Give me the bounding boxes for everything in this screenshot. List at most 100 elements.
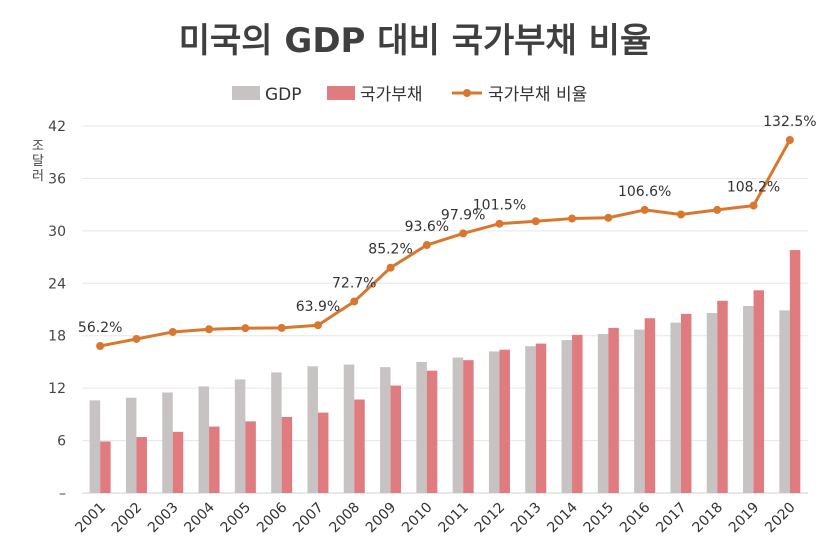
ratio-data-label: 108.2% (727, 180, 780, 196)
legend: GDP 국가부채 국가부채 비율 (232, 85, 587, 105)
ratio-point (132, 334, 141, 343)
gdp-bar (452, 357, 464, 493)
ratio-point (205, 325, 214, 334)
debt-bar (572, 334, 583, 493)
ratio-point (277, 323, 286, 332)
debt-bar (354, 399, 365, 493)
ratio-data-label: 106.6% (618, 184, 671, 200)
ratio-data-label: 56.2% (78, 320, 122, 336)
x-tick-label: 2006 (254, 499, 291, 536)
x-tick-label: 2014 (544, 499, 581, 536)
x-tick-label: 2003 (145, 500, 182, 537)
ratio-data-label: 72.7% (332, 275, 376, 291)
debt-bar (753, 290, 765, 493)
x-tick-label: 2008 (327, 500, 364, 537)
ratio-point (495, 219, 504, 228)
bars (89, 250, 801, 493)
y-axis-label-char-2: 달 (32, 154, 44, 169)
debt-bar (281, 416, 293, 493)
gdp-bar (198, 386, 210, 493)
legend-label-debt: 국가부채 (360, 85, 423, 105)
x-tick-label: 2012 (472, 500, 509, 537)
y-axis-ticks: – 6 12 18 24 30 36 42 (48, 119, 66, 502)
ratio-point (604, 213, 613, 222)
x-tick-label: 2018 (690, 500, 727, 537)
ratio-point (168, 327, 177, 336)
x-tick-label: 2020 (762, 500, 799, 537)
x-tick-label: 2004 (181, 499, 218, 536)
y-axis-label-char-3: 러 (32, 169, 44, 184)
gdp-bar (561, 340, 573, 493)
debt-bar (390, 385, 402, 493)
gdp-bar (234, 379, 246, 493)
x-tick-label: 2009 (363, 500, 400, 537)
debt-bar (717, 300, 728, 493)
y-tick-label: 24 (48, 276, 66, 292)
ratio-point (241, 324, 250, 333)
debt-bar (535, 343, 547, 493)
gdp-bar (779, 310, 790, 493)
ratio-point (568, 214, 577, 223)
y-tick-label: – (59, 486, 66, 502)
debt-bar (426, 370, 438, 493)
x-tick-label: 2011 (435, 500, 472, 537)
x-axis-ticks: 2001 2002 2003 2004 2005 2006 2007 2008 2009 2010… (72, 499, 798, 536)
y-tick-label: 36 (48, 171, 66, 187)
debt-bar (499, 349, 510, 493)
debt-bar (463, 360, 474, 493)
gdp-bar (597, 333, 609, 493)
ratio-point (313, 321, 322, 330)
ratio-point (676, 210, 685, 219)
y-tick-label: 12 (48, 381, 66, 397)
y-tick-label: 42 (48, 119, 66, 135)
y-axis-label: 조 달 러 (32, 139, 44, 184)
gdp-bar (525, 346, 536, 493)
debt-bar (680, 313, 692, 493)
debt-bar (100, 441, 111, 493)
gdp-bar (706, 312, 718, 493)
legend-swatch-gdp (232, 86, 260, 100)
ratio-point (713, 205, 722, 214)
ratio-data-label: 132.5% (763, 114, 816, 130)
chart-title: 미국의 GDP 대비 국가부채 비율 (179, 21, 651, 61)
gdp-bar (416, 361, 427, 493)
x-tick-label: 2001 (72, 500, 109, 537)
ratio-data-label: 97.9% (441, 207, 485, 223)
ratio-polyline (99, 139, 792, 348)
y-tick-label: 6 (57, 434, 66, 450)
legend-marker-ratio (463, 89, 471, 97)
ratio-point (531, 217, 540, 226)
ratio-point (640, 205, 649, 214)
debt-bar (317, 412, 329, 493)
gdp-bar (307, 366, 318, 493)
debt-bar (789, 250, 801, 493)
ratio-point (749, 201, 758, 210)
y-tick-label: 18 (48, 329, 66, 345)
ratio-point (96, 342, 105, 350)
x-tick-label: 2002 (109, 500, 146, 537)
debt-bar (136, 437, 147, 493)
ratio-point (386, 263, 395, 272)
ratio-data-label: 93.6% (405, 219, 449, 235)
gridlines (82, 125, 808, 494)
gdp-bar (162, 392, 173, 493)
gdp-bar (343, 364, 355, 493)
y-tick-label: 30 (48, 224, 66, 240)
ratio-data-label: 85.2% (368, 242, 412, 258)
debt-bar (245, 421, 256, 493)
y-axis-label-char-1: 조 (32, 139, 44, 154)
x-tick-label: 2016 (617, 499, 654, 536)
x-tick-label: 2019 (726, 500, 763, 537)
x-tick-label: 2017 (653, 500, 690, 537)
legend-label-ratio: 국가부채 비율 (488, 85, 587, 105)
gdp-bar (634, 329, 645, 493)
gdp-bar (488, 351, 500, 493)
debt-bar (209, 426, 220, 493)
x-tick-label: 2013 (508, 500, 545, 537)
gdp-bar (89, 400, 101, 493)
gdp-bar (271, 372, 282, 493)
ratio-line: 56.2% 63.9% 72.7% 85.2% 93.6%97.9%101.5% 106.… (78, 114, 817, 350)
ratio-point (422, 241, 431, 250)
ratio-data-label: 63.9% (296, 299, 340, 315)
